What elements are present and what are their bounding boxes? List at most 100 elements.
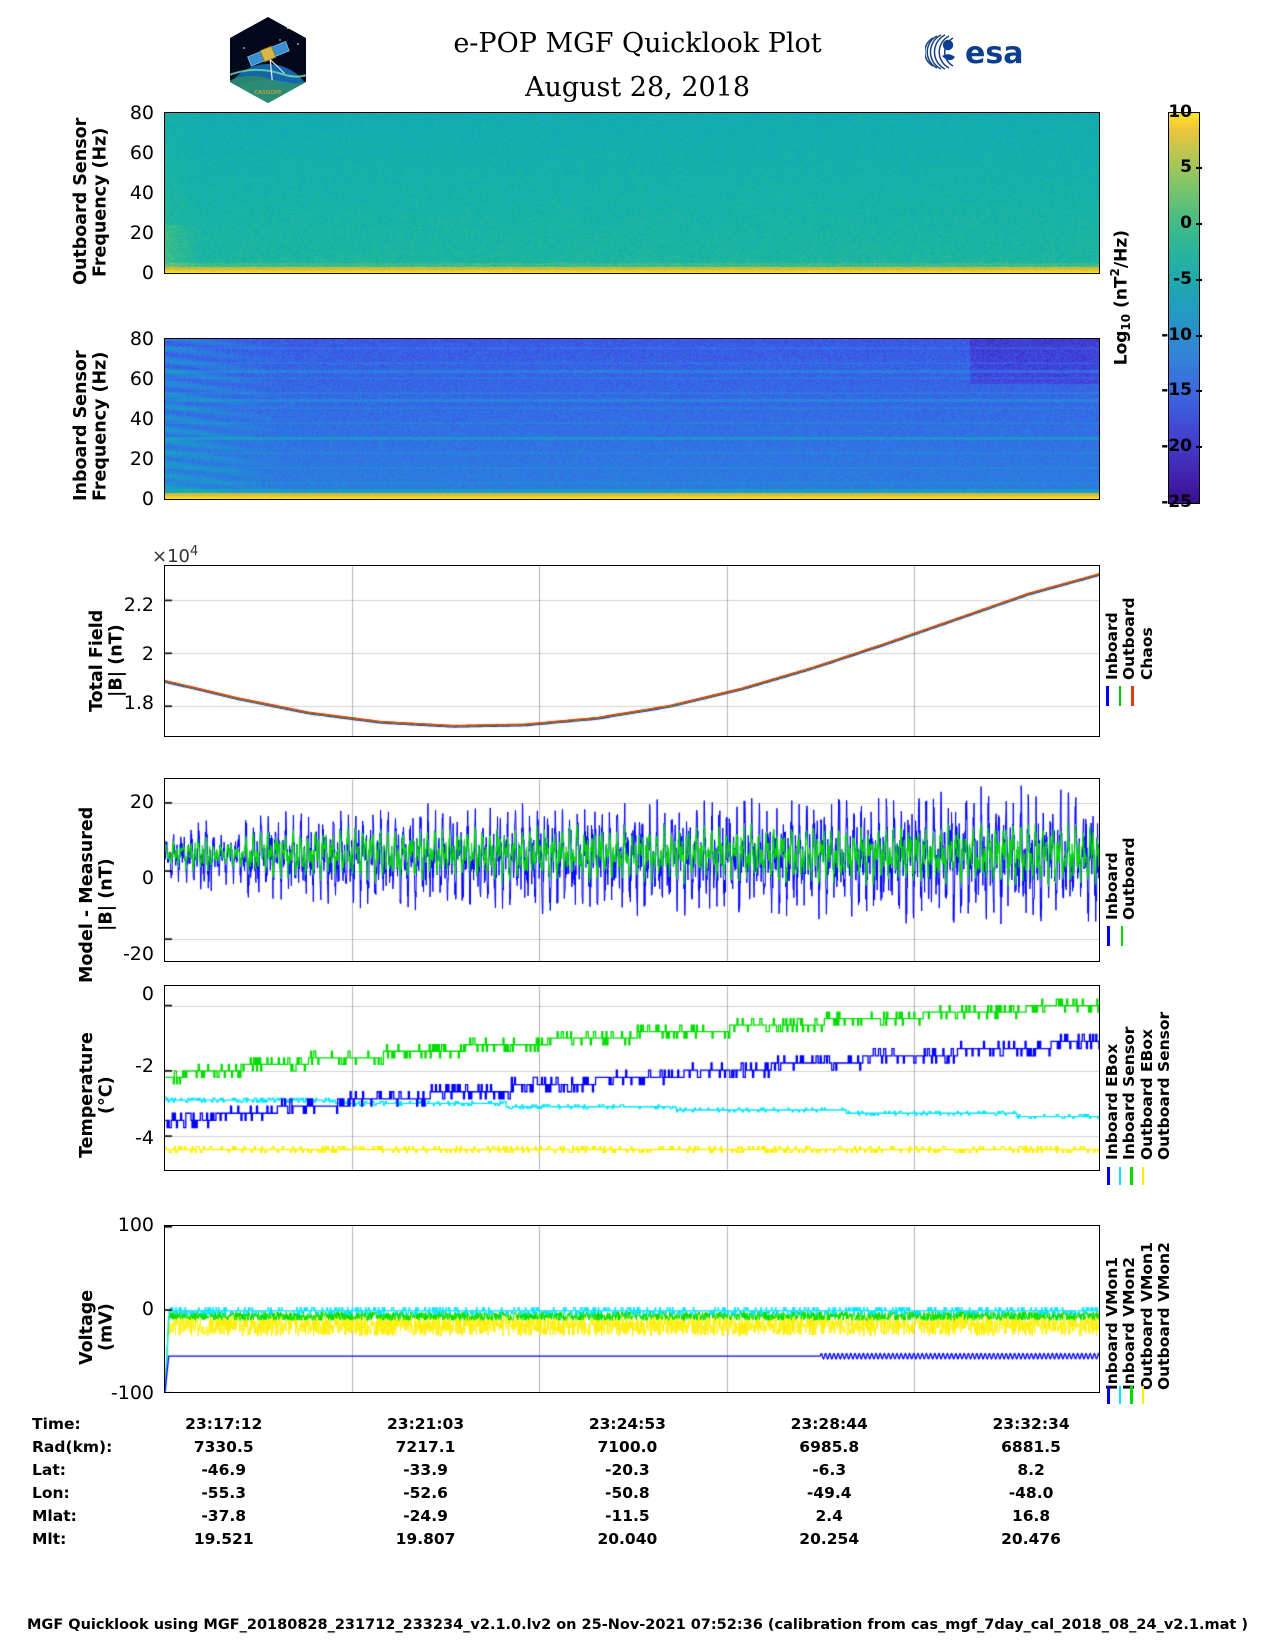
exponent-power: 4 [190, 544, 199, 559]
ytick-2: 2 [141, 643, 154, 665]
colorbar-title-sup: 2 [1108, 268, 1122, 277]
ytick-m2: -2 [135, 1055, 154, 1077]
colorbar-tick-m25: -25 [1161, 492, 1192, 512]
table-cell: -6.3 [812, 1460, 847, 1479]
table-row: Lon: -55.3 -52.6 -50.8 -49.4 -48.0 [32, 1481, 1132, 1504]
colorbar-title-log: Log [1111, 330, 1132, 366]
table-cell: -11.5 [605, 1506, 650, 1525]
temperature-legend-swatches [1107, 1167, 1144, 1185]
ytick-0: 0 [141, 1298, 154, 1320]
legend-label-inboard-vmon1: Inboard VMon1 [1103, 1256, 1121, 1390]
colorbar-title: Log10 (nT2/Hz) [1108, 230, 1133, 400]
colorbar-title-end: /Hz) [1111, 230, 1132, 269]
colorbar-title-sub: 10 [1119, 313, 1134, 331]
colorbar-dash-0 [1196, 223, 1202, 225]
ytick-0: 0 [141, 983, 154, 1005]
total-field-plot[interactable] [164, 565, 1100, 737]
ytick-80: 80 [129, 328, 154, 350]
ytick-20: 20 [129, 791, 154, 813]
table-cell: 23:21:03 [387, 1414, 465, 1433]
ephemeris-table: Time: 23:17:12 23:21:03 23:24:53 23:28:44 23:… [0, 1412, 1275, 1550]
colorbar-tick-0: 0 [1180, 213, 1192, 233]
temperature-ylabel: Temperature (°C) [77, 1032, 117, 1158]
legend-label-inboard-ebox: Inboard EBox [1103, 1043, 1121, 1160]
ytick-20: 20 [129, 448, 154, 470]
outboard-spectrogram-ylabel: Outboard Sensor Frequency (Hz) [71, 117, 111, 285]
row-label: Rad(km): [32, 1437, 113, 1456]
legend-swatch-inboard-ebox [1107, 1167, 1110, 1185]
page-subtitle: August 28, 2018 [524, 72, 751, 103]
table-cell: -50.8 [605, 1483, 650, 1502]
colorbar-dash-m10 [1196, 335, 1202, 337]
temperature-yticks: 0 -2 -4 [108, 983, 160, 1149]
table-cell: 20.254 [799, 1529, 860, 1548]
ytick-40: 40 [129, 182, 154, 204]
table-cell: 19.807 [395, 1529, 456, 1548]
table-cell: 16.8 [1011, 1506, 1051, 1525]
colorbar-tick-m20: -20 [1161, 436, 1192, 456]
ytick-2p2: 2.2 [123, 594, 154, 616]
mission-patch-logo: CASSIOPE [222, 14, 314, 106]
ytick-m100: -100 [110, 1382, 154, 1404]
ytick-40: 40 [129, 408, 154, 430]
ytick-60: 60 [129, 368, 154, 390]
ytick-20: 20 [129, 222, 154, 244]
table-row: Time: 23:17:12 23:21:03 23:24:53 23:28:44 23:… [32, 1412, 1132, 1435]
inboard-spectrogram-plot[interactable] [164, 338, 1100, 500]
table-row: Rad(km): 7330.5 7217.1 7100.0 6985.8 6881.5 [32, 1435, 1132, 1458]
legend-label-chaos: Chaos [1137, 627, 1156, 680]
colorbar-tick-m10: -10 [1161, 325, 1192, 345]
colorbar-tick-m5: -5 [1173, 269, 1192, 289]
legend-label-outboard-vmon2: Outboard VMon2 [1154, 1242, 1173, 1390]
model-minus-measured-legend: Inboard Outboard [1103, 800, 1139, 920]
outboard-spectrogram-plot[interactable] [164, 112, 1100, 274]
legend-swatch-inboard [1107, 926, 1110, 946]
table-cell: -20.3 [605, 1460, 650, 1479]
total-field-ylabel: Total Field |B| (nT) [87, 609, 127, 713]
legend-label-outboard: Outboard [1120, 837, 1139, 920]
table-cell: -46.9 [201, 1460, 247, 1479]
table-cell: 23:24:53 [588, 1414, 666, 1433]
model-minus-measured-plot[interactable] [164, 778, 1100, 962]
temperature-plot[interactable] [164, 985, 1100, 1171]
table-cell: 8.2 [1017, 1460, 1045, 1479]
model-minus-measured-yticks: 20 0 -20 [108, 790, 160, 965]
exponent-base: ×10 [152, 546, 190, 567]
legend-swatch-outboard-sensor [1141, 1167, 1144, 1185]
legend-swatch-inboard [1106, 686, 1109, 706]
colorbar-tick-5: 5 [1180, 157, 1192, 177]
legend-label-outboard-ebox: Outboard EBox [1137, 1028, 1156, 1160]
total-field-yticks: 2.2 2 1.8 [110, 570, 160, 730]
legend-swatch-inboard-vmon2 [1118, 1386, 1121, 1404]
legend-label-outboard: Outboard [1120, 597, 1139, 680]
legend-label-inboard: Inboard [1103, 852, 1121, 920]
page-title: e-POP MGF Quicklook Plot [453, 28, 822, 59]
table-cell: 2.4 [815, 1506, 843, 1525]
table-cell: -37.8 [201, 1506, 247, 1525]
legend-label-outboard-sensor: Outboard Sensor [1154, 1011, 1173, 1160]
colorbar-title-unit: (nT [1111, 276, 1132, 314]
colorbar-dash-m5 [1196, 279, 1202, 281]
model-minus-measured-ylabel: Model - Measured |B| (nT) [77, 806, 117, 984]
legend-label-inboard-vmon2: Inboard VMon2 [1120, 1256, 1139, 1390]
table-cell: 23:17:12 [185, 1414, 263, 1433]
table-cell: 7217.1 [395, 1437, 456, 1456]
legend-swatch-outboard [1118, 686, 1121, 706]
legend-swatch-outboard [1120, 926, 1123, 946]
row-label: Lat: [32, 1460, 66, 1479]
table-row: Mlt: 19.521 19.807 20.040 20.254 20.476 [32, 1527, 1132, 1550]
legend-swatch-inboard-vmon1 [1107, 1386, 1110, 1404]
voltage-legend-swatches [1107, 1386, 1144, 1404]
table-row: Mlat: -37.8 -24.9 -11.5 2.4 16.8 [32, 1504, 1132, 1527]
table-cell: 6881.5 [1001, 1437, 1061, 1456]
ytick-1p8: 1.8 [123, 692, 154, 714]
voltage-legend: Inboard VMon1 Inboard VMon2 Outboard VMo… [1103, 1235, 1173, 1390]
legend-label-inboard: Inboard [1103, 612, 1121, 680]
table-cell: 23:32:34 [992, 1414, 1070, 1433]
svg-text:esa: esa [965, 36, 1023, 71]
row-label: Mlt: [32, 1529, 67, 1548]
outboard-spectrogram-yticks: 80 60 40 20 0 [98, 102, 160, 284]
ytick-0: 0 [141, 867, 154, 889]
voltage-plot[interactable] [164, 1225, 1100, 1393]
table-row: Lat: -46.9 -33.9 -20.3 -6.3 8.2 [32, 1458, 1132, 1481]
